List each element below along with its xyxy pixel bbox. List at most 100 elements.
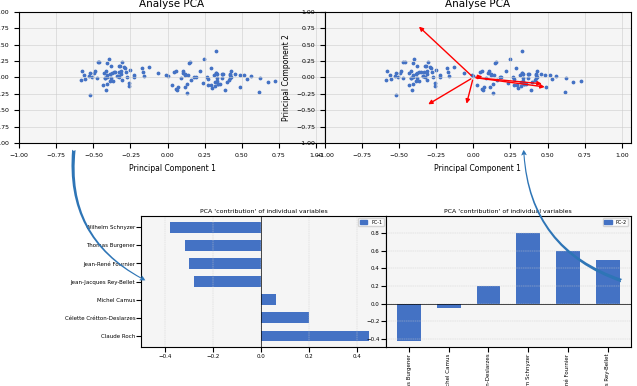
Point [482,74,492,81]
Point [478,83,489,90]
Point [225,71,235,78]
Point [117,68,127,74]
Point [209,72,219,78]
Point [90,68,100,74]
Point [398,59,408,65]
Point [102,81,112,87]
Point [103,74,113,81]
Point [212,78,222,84]
Point [203,82,213,88]
Point [445,73,455,79]
Point [239,72,249,78]
Point [475,69,485,75]
Point [411,71,421,77]
Point [443,68,454,74]
Point [547,76,557,82]
Point [428,73,438,80]
Point [527,79,538,85]
Point [512,82,522,88]
Point [391,92,401,98]
Point [408,81,418,87]
Title: Analyse PCA: Analyse PCA [445,0,510,9]
Point [76,76,86,83]
Point [429,83,440,89]
Point [385,76,396,82]
Point [153,69,163,76]
Point [531,71,541,78]
Point [138,68,148,74]
Point [422,68,433,74]
Point [518,75,528,81]
Point [211,69,222,76]
Title: PCA 'contribution' of individual variables: PCA 'contribution' of individual variabl… [445,209,572,214]
Point [92,59,103,65]
Point [423,59,433,66]
Point [431,67,441,73]
Point [408,72,418,78]
Point [80,76,90,82]
Point [220,86,230,93]
Point [178,68,188,74]
Point [531,68,541,74]
Point [166,82,176,88]
Bar [596,260,620,303]
Point [524,71,534,77]
Point [106,70,117,76]
Point [408,74,419,81]
Title: PCA 'contribution' of individual variables: PCA 'contribution' of individual variabl… [200,209,327,214]
Point [110,68,120,74]
Point [203,76,213,82]
Point [414,69,424,75]
Point [391,70,401,76]
X-axis label: Principal Component 1: Principal Component 1 [129,164,215,173]
Point [190,74,201,81]
Point [102,72,112,78]
Point [213,80,224,86]
Point [576,78,586,84]
Point [561,75,571,81]
Point [472,82,482,88]
Point [411,78,421,84]
Point [519,80,529,86]
Point [512,85,522,91]
Point [417,73,427,80]
Point [406,87,417,93]
Point [100,75,110,81]
Point [545,72,555,78]
Y-axis label: Principal Component 2: Principal Component 2 [282,34,290,121]
Point [217,71,227,77]
Point [442,64,452,71]
Point [122,69,132,75]
Point [129,72,139,78]
Point [467,72,477,78]
Point [427,69,438,75]
Point [210,79,220,85]
Point [124,80,134,86]
Point [270,78,280,84]
Point [211,70,221,76]
Point [186,77,196,83]
Point [485,84,496,90]
Point [517,69,527,76]
Point [396,68,406,74]
Point [226,74,236,80]
Point [408,60,418,66]
Point [477,86,487,92]
Point [412,63,422,69]
Point [161,72,171,78]
Point [426,64,436,71]
Point [115,63,125,69]
Point [406,75,416,81]
Point [199,56,209,62]
Point [235,83,245,90]
Point [406,68,417,74]
Point [420,63,431,69]
Point [162,73,173,79]
Point [515,72,525,78]
Point [225,68,236,74]
Bar [194,276,261,287]
Point [420,74,430,80]
Point [183,71,193,78]
Point [218,71,228,77]
Bar [261,294,276,305]
